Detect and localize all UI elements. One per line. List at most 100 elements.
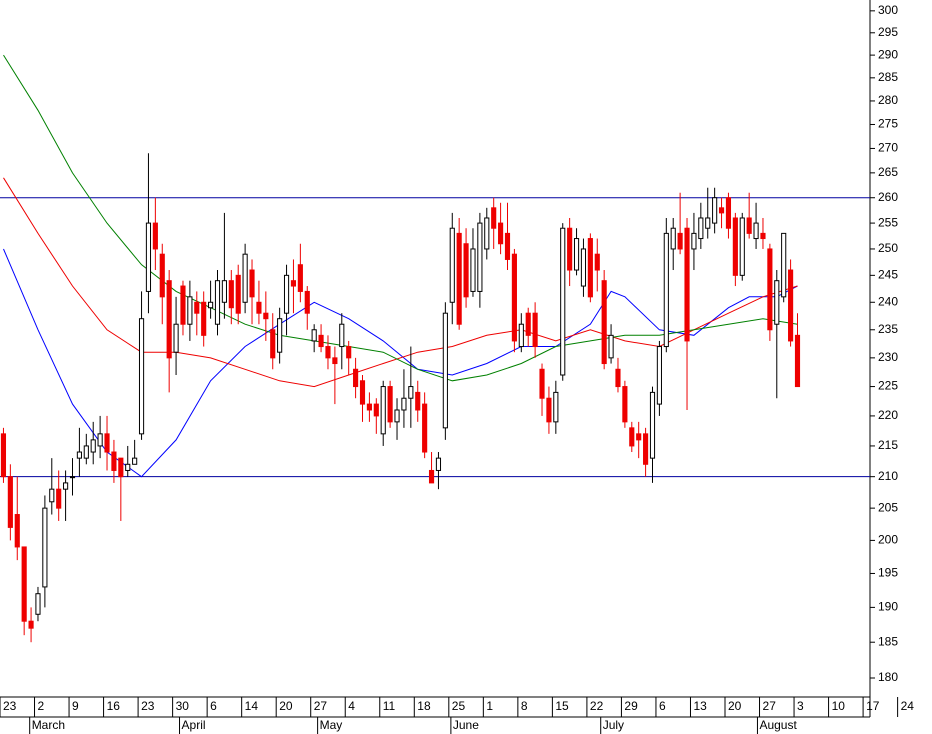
candle-body [477, 222, 483, 292]
x-tick-label: 24 [901, 699, 915, 713]
candle-body [242, 253, 248, 303]
candle-body [725, 197, 732, 229]
candle-body [484, 217, 490, 250]
x-tick-label: 23 [3, 699, 17, 713]
candle-body [622, 386, 628, 423]
x-tick-label: 15 [555, 699, 569, 713]
candle-body [221, 280, 227, 303]
y-tick-label: 235 [878, 322, 898, 336]
candle-body [553, 391, 559, 423]
y-tick-label: 290 [878, 47, 898, 61]
candle-body [359, 380, 366, 405]
candle-body [90, 439, 96, 453]
candle-body [235, 274, 241, 314]
candle-body [256, 301, 262, 314]
candle-body [21, 546, 27, 622]
candle-body [525, 312, 531, 336]
candle-body [283, 274, 290, 314]
candle-body [732, 217, 738, 276]
candle-body [712, 197, 718, 224]
y-tick-label: 265 [878, 165, 898, 179]
candle-body [111, 451, 117, 471]
candle-body [118, 457, 124, 478]
y-tick-label: 250 [878, 241, 898, 255]
candle-body [428, 469, 435, 484]
x-tick-label: 22 [590, 699, 604, 713]
candle-body [366, 403, 372, 411]
candle-body [401, 397, 407, 411]
candle-body [587, 238, 593, 298]
candle-body [567, 227, 573, 271]
y-tick-label: 185 [878, 634, 898, 648]
x-tick-label: 27 [314, 699, 328, 713]
candle-body [325, 346, 331, 359]
candle-body [491, 207, 497, 229]
y-tick-label: 280 [878, 93, 898, 107]
candle-body [311, 329, 317, 342]
candle-body [304, 290, 310, 314]
candle-body [42, 507, 48, 588]
candle-body [456, 232, 462, 325]
x-tick-label: 17 [866, 699, 880, 713]
moving-average-line [3, 248, 798, 478]
candle-body [760, 232, 766, 240]
y-tick-label: 260 [878, 190, 898, 204]
candle-body [249, 269, 255, 298]
candle-body [518, 323, 524, 348]
candle-body [290, 280, 297, 287]
candle-body [663, 232, 669, 348]
candle-body [511, 253, 517, 342]
candle-body [442, 312, 448, 429]
x-tick-label: 2 [38, 699, 45, 713]
x-tick-label: 20 [279, 699, 293, 713]
candle-body [297, 264, 303, 292]
x-tick-label: 4 [348, 699, 355, 713]
y-tick-label: 285 [878, 70, 898, 84]
y-tick-label: 300 [878, 3, 898, 17]
x-tick-label: 27 [763, 699, 777, 713]
candle-body [76, 451, 82, 459]
candle-body [214, 280, 221, 325]
moving-average-line [3, 54, 798, 382]
candle-body [415, 391, 421, 411]
candle-body [69, 476, 76, 479]
y-tick-label: 225 [878, 379, 898, 393]
candle-body [0, 433, 7, 478]
candle-body [746, 217, 752, 234]
candle-body [353, 368, 359, 388]
candle-body [263, 312, 269, 320]
candle-body [97, 433, 103, 447]
month-label: August [759, 718, 797, 732]
candle-body [159, 253, 165, 298]
candle-body [718, 207, 725, 214]
candle-body [698, 217, 704, 240]
candle-body [187, 296, 193, 325]
month-label: May [320, 718, 343, 732]
candle-body [28, 620, 34, 629]
candle-body [649, 391, 656, 459]
month-label: April [182, 718, 206, 732]
candle-body [422, 403, 428, 453]
candle-body [14, 514, 20, 548]
candle-body [580, 248, 587, 287]
month-label: July [603, 718, 624, 732]
candle-body [449, 227, 455, 303]
candle-body [166, 280, 172, 359]
x-tick-label: 20 [728, 699, 742, 713]
candle-body [138, 318, 145, 435]
candle-body [794, 334, 801, 388]
month-label: March [32, 718, 65, 732]
candle-body [691, 232, 697, 250]
candle-body [643, 433, 649, 465]
candle-body [435, 457, 442, 471]
candle-body [532, 312, 538, 348]
candle-body [774, 280, 780, 325]
candle-body [677, 232, 683, 250]
candle-body [56, 488, 62, 509]
candle-body [7, 476, 13, 528]
candle-body [318, 334, 324, 348]
candle-body [753, 222, 759, 240]
candle-body [463, 243, 469, 298]
candle-body [539, 368, 545, 399]
candle-body [705, 217, 711, 229]
